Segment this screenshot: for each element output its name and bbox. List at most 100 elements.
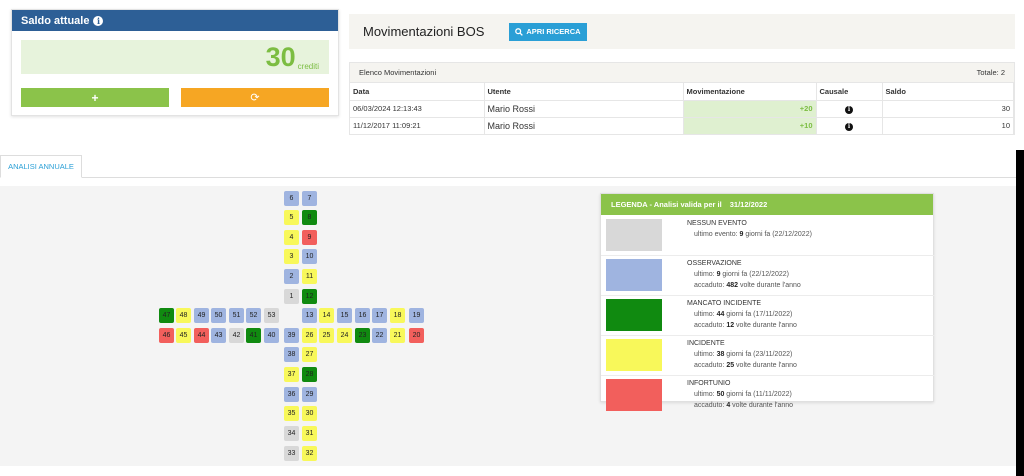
legend-item: NESSUN EVENTO ultimo evento: 9 giorni fa … — [601, 215, 935, 255]
info-icon[interactable]: i — [845, 105, 853, 114]
add-credits-button[interactable]: + — [21, 88, 169, 107]
calendar-week-cell[interactable]: 20 — [409, 328, 424, 343]
table-row[interactable]: 11/12/2017 11:09:21 Mario Rossi +10 i 10 — [350, 117, 1014, 135]
cell-data: 06/03/2024 12:13:43 — [350, 100, 485, 118]
calendar-week-cell[interactable]: 12 — [302, 289, 317, 304]
legend-title: LEGENDA - Analisi valida per il — [611, 200, 722, 209]
legend-item-name: NESSUN EVENTO — [687, 220, 747, 227]
calendar-week-cell[interactable]: 2 — [284, 269, 299, 284]
calendar-week-cell[interactable]: 40 — [264, 328, 279, 343]
calendar-week-cell[interactable]: 33 — [284, 446, 299, 461]
cell-causale: i — [816, 100, 883, 118]
calendar-week-cell[interactable]: 21 — [390, 328, 405, 343]
calendar-week-cell[interactable]: 49 — [194, 308, 209, 323]
calendar-week-cell[interactable]: 25 — [319, 328, 334, 343]
calendar-week-cell[interactable]: 35 — [284, 406, 299, 421]
cell-saldo: 10 — [882, 117, 1014, 135]
calendar-week-cell[interactable]: 31 — [302, 426, 317, 441]
calendar-week-cell[interactable]: 38 — [284, 347, 299, 362]
calendar-week-cell[interactable]: 19 — [409, 308, 424, 323]
cell-saldo: 30 — [882, 100, 1014, 118]
calendar-week-cell[interactable]: 37 — [284, 367, 299, 382]
open-search-label: APRI RICERCA — [526, 27, 581, 36]
movimentazioni-table: Elenco Movimentazioni Totale: 2 Data Ute… — [349, 62, 1015, 135]
legend-swatch — [606, 219, 662, 251]
calendar-week-cell[interactable]: 27 — [302, 347, 317, 362]
calendar-week-cell[interactable]: 43 — [211, 328, 226, 343]
saldo-title: Saldo attuale — [21, 14, 90, 27]
calendar-week-cell[interactable]: 42 — [229, 328, 244, 343]
calendar-week-cell[interactable]: 18 — [390, 308, 405, 323]
calendar-week-cell[interactable]: 32 — [302, 446, 317, 461]
calendar-week-cell[interactable]: 52 — [246, 308, 261, 323]
list-bar: Elenco Movimentazioni Totale: 2 — [350, 63, 1014, 83]
tab-analisi-annuale[interactable]: ANALISI ANNUALE — [0, 155, 82, 178]
legend-item-name: INFORTUNIO — [687, 380, 731, 387]
calendar-week-cell[interactable]: 16 — [355, 308, 370, 323]
calendar-week-cell[interactable]: 24 — [337, 328, 352, 343]
calendar-week-cell[interactable]: 45 — [176, 328, 191, 343]
calendar-week-cell[interactable]: 41 — [246, 328, 261, 343]
legend-item: OSSERVAZIONE ultimo: 9 giorni fa (22/12/2… — [601, 255, 935, 295]
legend-swatch — [606, 339, 662, 371]
calendar-week-cell[interactable]: 28 — [302, 367, 317, 382]
calendar-week-cell[interactable]: 4 — [284, 230, 299, 245]
page-title: Movimentazioni BOS — [363, 24, 485, 39]
scrollbar[interactable] — [1016, 150, 1024, 476]
calendar-week-cell[interactable]: 5 — [284, 210, 299, 225]
legend-swatch — [606, 299, 662, 331]
col-data[interactable]: Data — [350, 83, 485, 101]
calendar-week-cell[interactable]: 1 — [284, 289, 299, 304]
tab-divider — [0, 177, 1024, 178]
legend-date: 31/12/2022 — [729, 200, 768, 209]
calendar-week-cell[interactable]: 14 — [319, 308, 334, 323]
col-saldo[interactable]: Saldo — [882, 83, 1014, 101]
cell-causale: i — [816, 117, 883, 135]
calendar-week-cell[interactable]: 44 — [194, 328, 209, 343]
calendar-week-cell[interactable]: 51 — [229, 308, 244, 323]
calendar-week-cell[interactable]: 13 — [302, 308, 317, 323]
legend-occurrences: accaduto: 25 volte durante l'anno — [694, 362, 797, 369]
legend-item-name: INCIDENTE — [687, 340, 725, 347]
calendar-week-cell[interactable]: 36 — [284, 387, 299, 402]
calendar-week-cell[interactable]: 47 — [159, 308, 174, 323]
calendar-week-cell[interactable]: 11 — [302, 269, 317, 284]
calendar-week-cell[interactable]: 15 — [337, 308, 352, 323]
legend-divider — [601, 255, 935, 256]
calendar-week-cell[interactable]: 6 — [284, 191, 299, 206]
calendar-week-cell[interactable]: 53 — [264, 308, 279, 323]
legend-item: INCIDENTE ultimo: 38 giorni fa (23/11/202… — [601, 335, 935, 375]
calendar-week-cell[interactable]: 46 — [159, 328, 174, 343]
calendar-week-cell[interactable]: 50 — [211, 308, 226, 323]
calendar-week-cell[interactable]: 34 — [284, 426, 299, 441]
cell-movimentazione: +20 — [683, 100, 817, 118]
calendar-week-cell[interactable]: 22 — [372, 328, 387, 343]
table-row[interactable]: 06/03/2024 12:13:43 Mario Rossi +20 i 30 — [350, 100, 1014, 118]
col-utente[interactable]: Utente — [484, 83, 684, 101]
open-search-button[interactable]: APRI RICERCA — [509, 22, 587, 41]
calendar-week-cell[interactable]: 9 — [302, 230, 317, 245]
refresh-icon: ⟳ — [250, 92, 260, 104]
legend-last-event: ultimo: 44 giorni fa (17/11/2022) — [694, 311, 793, 318]
legend-occurrences: accaduto: 12 volte durante l'anno — [694, 322, 797, 329]
col-causale[interactable]: Causale — [816, 83, 883, 101]
list-title: Elenco Movimentazioni — [359, 68, 437, 77]
calendar-week-cell[interactable]: 26 — [302, 328, 317, 343]
calendar-week-cell[interactable]: 8 — [302, 210, 317, 225]
info-icon[interactable]: i — [93, 15, 104, 26]
col-movimentazione[interactable]: Movimentazione — [683, 83, 817, 101]
calendar-week-cell[interactable]: 23 — [355, 328, 370, 343]
calendar-week-cell[interactable]: 10 — [302, 249, 317, 264]
calendar-week-cell[interactable]: 7 — [302, 191, 317, 206]
saldo-card: Saldo attuale i 30 crediti + ⟳ — [11, 9, 339, 116]
legend-item: MANCATO INCIDENTE ultimo: 44 giorni fa (1… — [601, 295, 935, 335]
calendar-week-cell[interactable]: 29 — [302, 387, 317, 402]
refresh-button[interactable]: ⟳ — [181, 88, 329, 107]
calendar-week-cell[interactable]: 30 — [302, 406, 317, 421]
calendar-week-cell[interactable]: 3 — [284, 249, 299, 264]
calendar-week-cell[interactable]: 17 — [372, 308, 387, 323]
calendar-week-cell[interactable]: 48 — [176, 308, 191, 323]
legend-occurrences: accaduto: 4 volte durante l'anno — [694, 402, 794, 409]
calendar-week-cell[interactable]: 39 — [284, 328, 299, 343]
info-icon[interactable]: i — [845, 122, 853, 131]
